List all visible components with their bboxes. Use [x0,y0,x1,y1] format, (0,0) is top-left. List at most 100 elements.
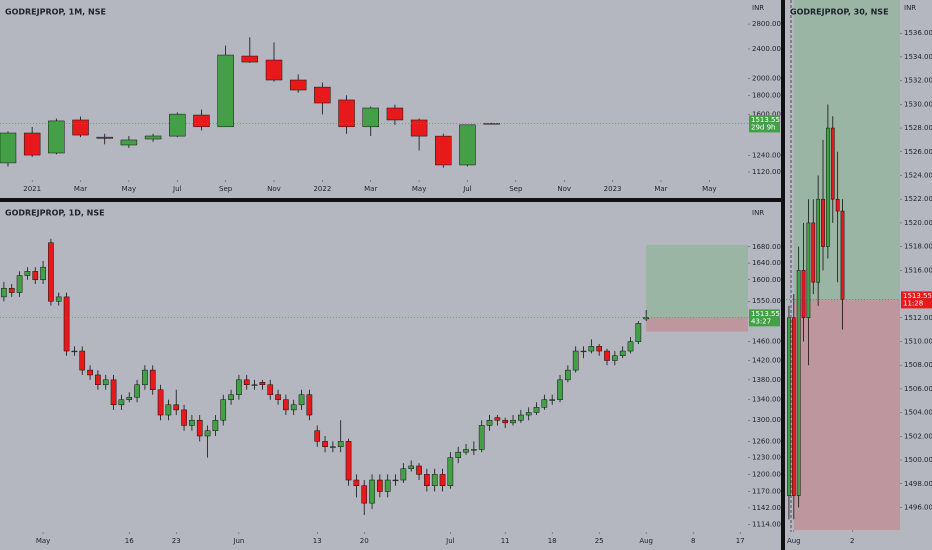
candle-body [290,404,297,411]
y-tick-label: 1230.00 [752,454,781,462]
pane-separator [0,198,782,202]
candle-body [196,419,203,437]
candle-body [16,275,23,293]
candle-body [791,317,796,496]
candle-body [612,355,618,361]
candle-body [572,350,579,371]
candle-body [494,417,501,421]
candle-body [345,441,352,481]
candle-body [55,296,62,302]
candle-body [259,382,266,385]
chart-pane: INR 1680.00 1640.00 1600.00 1550.00 1460.00 14… [0,209,781,545]
y-tick-label: 1536.00 [904,29,932,37]
candle-body [796,270,801,496]
candle-body [463,449,469,453]
candle-body [87,369,93,376]
last-price-box [749,115,780,133]
y-tick-label: 1800.00 [752,91,781,99]
x-tick-label: Jun [232,537,244,545]
x-tick-label: Jul [445,537,455,545]
y-tick-label: 1532.00 [904,77,932,85]
candle-body [118,399,125,406]
candle-body [580,350,587,353]
chart-title: GODREJPROP, 30, NSE [790,8,889,17]
x-tick-label: Jul [462,185,472,193]
candle-body [787,317,791,496]
plot [786,0,900,530]
loss-zone [793,299,900,530]
plot [0,37,748,168]
candle-body [483,123,500,125]
x-tick-label: May [412,185,426,193]
candle-body [289,79,307,91]
candle-body [840,210,845,300]
loss-zone [646,317,748,332]
candle-body [0,132,17,164]
plot [0,238,748,516]
candle-body [801,270,806,319]
candle-body [549,399,556,401]
y-tick-label: 1114.00 [752,521,781,529]
candle-body [228,394,234,400]
y-tick-label: 2800.00 [752,20,781,28]
y-tick-label: 1506.00 [904,385,932,393]
candle-body [265,59,283,81]
candle-body [189,419,195,426]
candle-body [126,396,133,400]
x-tick-label: 18 [548,537,557,545]
candle-body [102,379,109,385]
last-price-box [749,309,780,327]
candle-body [408,465,415,470]
candle-body [314,430,321,442]
candle-body [24,271,31,276]
y-tick-label: 1500.00 [904,456,932,464]
y-tick-label: 2400.00 [752,45,781,53]
candle-body [455,451,462,458]
chart-pane: INR 1536.00 1534.00 1532.00 1530.00 1528.00 15… [786,0,932,545]
countdown-label: 29d 9h [751,123,775,131]
y-tick-label: 1600.00 [752,276,781,284]
candle-body [165,404,172,416]
candle-body [541,399,548,408]
candle-body [23,132,41,156]
candle-body [384,479,391,492]
y-tick-label: 1260.00 [752,437,781,445]
x-tick-label: 11 [501,537,510,545]
y-tick-label: 1520.00 [904,219,932,227]
candle-body [439,474,446,486]
candle-body [588,346,595,352]
candle-body [330,446,336,448]
y-tick-label: 1512.00 [904,314,932,322]
candle-body [217,54,234,128]
x-tick-label: Nov [267,185,281,193]
candle-body [619,350,626,357]
candle-body [1,288,7,298]
candle-body [157,389,164,416]
x-tick-label: 2021 [23,185,41,193]
candle-body [386,107,404,121]
x-tick-label: 23 [172,537,181,545]
candle-body [821,198,825,247]
pane-separator [781,0,785,550]
y-tick-label: 1380.00 [752,376,781,384]
candle-body [314,86,331,104]
candle-body [811,222,816,283]
candle-body [806,222,811,319]
candle-body [96,136,113,139]
x-tick-label: Mar [364,185,377,193]
x-tick-label: Jul [172,185,182,193]
candle-body [830,127,835,200]
candle-body [120,139,138,146]
x-tick-label: Aug [639,537,653,545]
x-tick-label: Aug [787,537,801,545]
candle-body [471,449,477,451]
x-tick-label: 17 [736,537,745,545]
candle-body [486,419,493,426]
candle-body [431,474,438,486]
candle-body [361,485,368,504]
y-tick-label: 1420.00 [752,357,781,365]
y-tick-label: 2000.00 [752,74,781,82]
candle-body [204,430,211,437]
candle-body [510,419,516,424]
